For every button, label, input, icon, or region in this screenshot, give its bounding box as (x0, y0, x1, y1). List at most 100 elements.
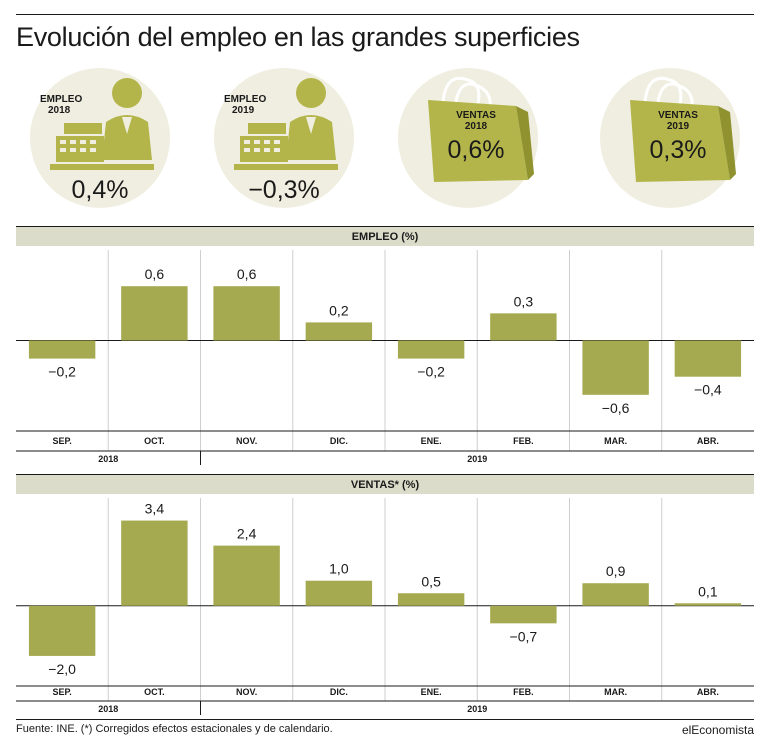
bag-handle (643, 76, 683, 105)
register-key (80, 140, 86, 144)
footer-rule (16, 719, 754, 720)
bag-handle (454, 82, 492, 109)
chart-title-band (16, 226, 754, 246)
kpi-label-line2: 2019 (667, 121, 690, 132)
tick-label: ABR. (697, 436, 719, 446)
tick-label: ENE. (421, 687, 442, 697)
tick-label: OCT. (144, 687, 165, 697)
chart-title: EMPLEO (%) (352, 231, 419, 243)
data-label: −0,2 (417, 364, 445, 380)
cashier-icon (50, 78, 154, 170)
data-label: −0,4 (694, 382, 722, 398)
bar (121, 286, 188, 341)
tick-label: NOV. (236, 436, 257, 446)
data-label: 0,6 (237, 266, 257, 282)
tick-label: MAR. (604, 687, 627, 697)
register-key (90, 148, 96, 152)
kpi-label-line2: 2018 (48, 105, 71, 116)
tick-label: ABR. (697, 687, 719, 697)
bar (674, 603, 742, 606)
register-key (60, 140, 66, 144)
register-key (70, 148, 76, 152)
register-key (264, 140, 270, 144)
top-rule (16, 14, 754, 15)
register-display (248, 123, 286, 134)
bag-body (630, 100, 730, 182)
tick-label: OCT. (144, 436, 165, 446)
register-key (254, 140, 260, 144)
bar (213, 545, 280, 606)
bag-body (428, 100, 528, 182)
data-label: 0,3 (514, 293, 534, 309)
data-label: 0,5 (421, 573, 441, 589)
person-body (286, 115, 336, 160)
tick-label: SEP. (52, 436, 71, 446)
register-key (254, 148, 260, 152)
kpi-value: −0,3% (248, 176, 320, 204)
bar (582, 340, 649, 395)
shopping-bag-icon (428, 76, 534, 182)
person-head (296, 78, 326, 108)
bar (28, 605, 96, 656)
kpi-circles: EMPLEO20180,4%EMPLEO2019−0,3%VENTAS20180… (30, 68, 740, 208)
person-body (102, 115, 152, 160)
bar (490, 605, 557, 624)
data-label: −0,7 (510, 628, 538, 644)
brand-logo: elEconomista (681, 723, 754, 737)
register-key (274, 148, 280, 152)
register-display (64, 123, 102, 134)
ventas-chart: VENTAS* (%) −2,0 SEP. 3,4 OCT. 2,4 NOV. 1,0 DIC.… (16, 474, 754, 715)
person-collar (306, 117, 316, 134)
tick-label: FEB. (513, 436, 534, 446)
data-label: 0,9 (606, 563, 626, 579)
data-label: 0,1 (698, 583, 718, 599)
kpi-label-line1: VENTAS (456, 110, 496, 121)
bag-side (718, 106, 736, 180)
bar (397, 340, 465, 359)
bag-handle (441, 76, 481, 105)
page-title: Evolución del empleo en las grandes supe… (16, 22, 580, 52)
bar (121, 520, 188, 606)
bag-side (516, 106, 534, 180)
kpi-value: 0,6% (448, 136, 505, 164)
tick-label: NOV. (236, 687, 257, 697)
kpi-label-line1: EMPLEO (224, 94, 266, 105)
register-key (80, 148, 86, 152)
year-label: 2019 (467, 704, 487, 714)
kpi-label-line2: 2019 (232, 105, 255, 116)
bar (213, 286, 280, 341)
kpi-label-line1: VENTAS (658, 110, 698, 121)
person-collar (122, 117, 132, 134)
tick-label: MAR. (604, 436, 627, 446)
register-key (70, 140, 76, 144)
year-label: 2018 (98, 454, 118, 464)
bar (397, 593, 465, 606)
counter (50, 164, 154, 170)
charts-area: EMPLEO (%) −0,2 SEP. 0,6 OCT. 0,6 NOV. 0,2 DIC. −… (16, 226, 754, 715)
tick-label: FEB. (513, 687, 534, 697)
bar (674, 340, 742, 377)
cashier-icon (234, 78, 338, 170)
tick-label: DIC. (330, 687, 348, 697)
bar (582, 583, 649, 606)
source-note: Fuente: INE. (*) Corregidos efectos esta… (16, 723, 333, 735)
data-label: 0,2 (329, 302, 349, 318)
chart-title: VENTAS* (%) (351, 479, 420, 491)
counter (234, 164, 338, 170)
bar (305, 580, 373, 606)
bar (28, 340, 96, 359)
data-label: 3,4 (145, 501, 165, 517)
chart-title-band (16, 474, 754, 494)
register-key (90, 140, 96, 144)
tick-label: DIC. (330, 436, 348, 446)
kpi-label-line2: 2018 (465, 121, 488, 132)
bar (490, 313, 557, 341)
data-label: 2,4 (237, 526, 257, 542)
empleo-chart: EMPLEO (%) −0,2 SEP. 0,6 OCT. 0,6 NOV. 0,2 DIC. −… (16, 226, 754, 465)
bag-handle (656, 82, 694, 109)
tick-label: SEP. (52, 687, 71, 697)
register-key (244, 140, 250, 144)
